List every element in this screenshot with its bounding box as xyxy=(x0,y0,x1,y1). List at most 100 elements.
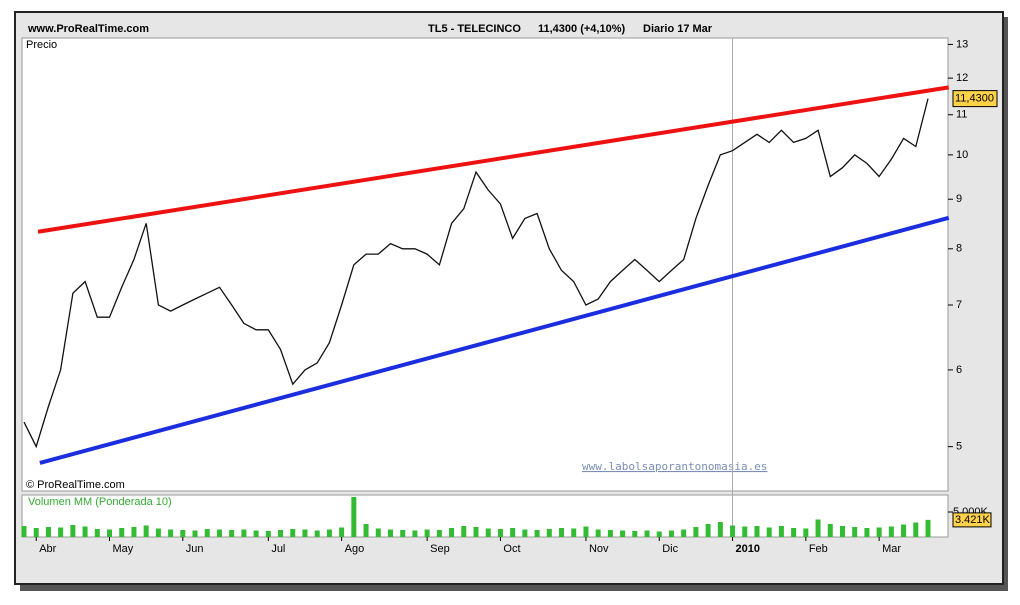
site: www.ProRealTime.com xyxy=(27,23,149,35)
volume-bar xyxy=(693,527,699,537)
volume-bar xyxy=(363,524,369,537)
x-tick-label: Jun xyxy=(186,543,204,555)
volume-bar xyxy=(607,530,613,537)
volume-bar xyxy=(864,528,870,537)
copyright: © ProRealTime.com xyxy=(26,479,125,491)
y-tick-label: 11 xyxy=(956,109,967,121)
volume-bar xyxy=(143,525,149,537)
volume-bar xyxy=(45,527,51,537)
volume-bar xyxy=(925,519,931,537)
volume-bar xyxy=(668,530,674,537)
y-tick-label: 7 xyxy=(956,299,962,311)
volume-bar xyxy=(168,529,174,537)
x-tick-label: Sep xyxy=(430,543,450,555)
volume-bar xyxy=(58,527,64,537)
volume-bar xyxy=(705,524,711,537)
volume-bar xyxy=(778,526,784,537)
volume-bar xyxy=(192,530,198,537)
volume-bar xyxy=(82,526,88,537)
volume-bar xyxy=(571,528,577,537)
volume-bar xyxy=(278,530,284,537)
watermark: www.labolsaporantonomasia.es xyxy=(582,460,767,473)
y-tick-label: 13 xyxy=(956,38,968,50)
volume-bar xyxy=(827,524,833,537)
volume-bar xyxy=(681,529,687,537)
volume-bar xyxy=(913,522,919,537)
last-price-label: 11,4300 xyxy=(955,93,994,105)
period: Diario 17 Mar xyxy=(643,23,713,35)
volume-bar xyxy=(70,525,76,537)
volume-bar xyxy=(94,529,100,537)
volume-bar xyxy=(852,527,858,537)
volume-bar xyxy=(632,531,638,537)
x-tick-label: Nov xyxy=(589,543,609,555)
volume-bar xyxy=(754,526,760,537)
y-tick-label: 8 xyxy=(956,243,962,255)
last-volume-tag xyxy=(952,512,992,528)
axis-label: Precio xyxy=(26,39,57,51)
price-panel xyxy=(21,37,949,492)
volume-bar xyxy=(485,528,491,537)
x-tick-label: Ago xyxy=(345,543,365,555)
x-tick-label: Abr xyxy=(39,543,56,555)
volume-bar xyxy=(583,526,589,537)
volume-title: Volumen MM (Ponderada 10) xyxy=(28,496,172,508)
volume-bar xyxy=(766,527,772,537)
y-tick-label: 10 xyxy=(956,149,968,161)
volume-bar xyxy=(241,529,247,537)
volume-bar xyxy=(559,528,565,537)
volume-bar xyxy=(229,530,235,537)
volume-bar xyxy=(339,527,345,537)
volume-bar xyxy=(497,529,503,537)
volume-bar xyxy=(522,529,528,537)
volume-bar xyxy=(216,529,222,537)
x-tick-label: Mar xyxy=(882,543,901,555)
volume-bar xyxy=(449,528,455,537)
volume-bar xyxy=(742,526,748,537)
x-tick-label: Feb xyxy=(809,543,828,555)
volume-bar xyxy=(204,529,210,537)
y-tick-label: 6 xyxy=(956,364,962,376)
volume-bar xyxy=(21,526,27,537)
volume-bar xyxy=(546,529,552,537)
volume-bar xyxy=(888,526,894,537)
price-line xyxy=(23,98,929,449)
quote: 11,4300 (+4,10%) xyxy=(538,23,625,35)
volume-bar xyxy=(326,529,332,537)
volume-bar xyxy=(155,528,161,537)
x-tick-label: Jul xyxy=(271,543,285,555)
volume-bar xyxy=(815,519,821,537)
volume-bar xyxy=(473,527,479,537)
volume-bar xyxy=(839,526,845,537)
volume-bar xyxy=(265,531,271,537)
y-tick-label: 9 xyxy=(956,193,962,205)
y-tick-label: 12 xyxy=(956,72,968,84)
volume-bar xyxy=(717,522,723,537)
volume-bar xyxy=(876,527,882,537)
volume-bar xyxy=(901,524,907,537)
volume-bar xyxy=(302,529,308,537)
instrument: TL5 - TELECINCO xyxy=(428,23,521,35)
volume-bar xyxy=(180,530,186,537)
volume-bar xyxy=(412,530,418,537)
last-volume-label: 3.421K xyxy=(955,514,991,526)
x-tick-label: Oct xyxy=(503,543,520,555)
volume-bar xyxy=(387,529,393,537)
volume-bar xyxy=(33,528,39,537)
x-tick-label: Dic xyxy=(662,543,678,555)
volume-bar xyxy=(424,529,430,537)
volume-bar xyxy=(730,525,736,537)
volume-bar xyxy=(375,528,381,537)
volume-bar xyxy=(620,530,626,537)
volume-bar xyxy=(400,530,406,537)
volume-bar xyxy=(510,528,516,537)
volume-bar xyxy=(461,526,467,537)
x-tick-label: May xyxy=(113,543,134,555)
volume-bar xyxy=(107,529,113,537)
trendline xyxy=(39,215,950,465)
x-tick-label: 2010 xyxy=(736,543,760,555)
volume-bar xyxy=(131,527,137,537)
trendline xyxy=(37,85,950,234)
